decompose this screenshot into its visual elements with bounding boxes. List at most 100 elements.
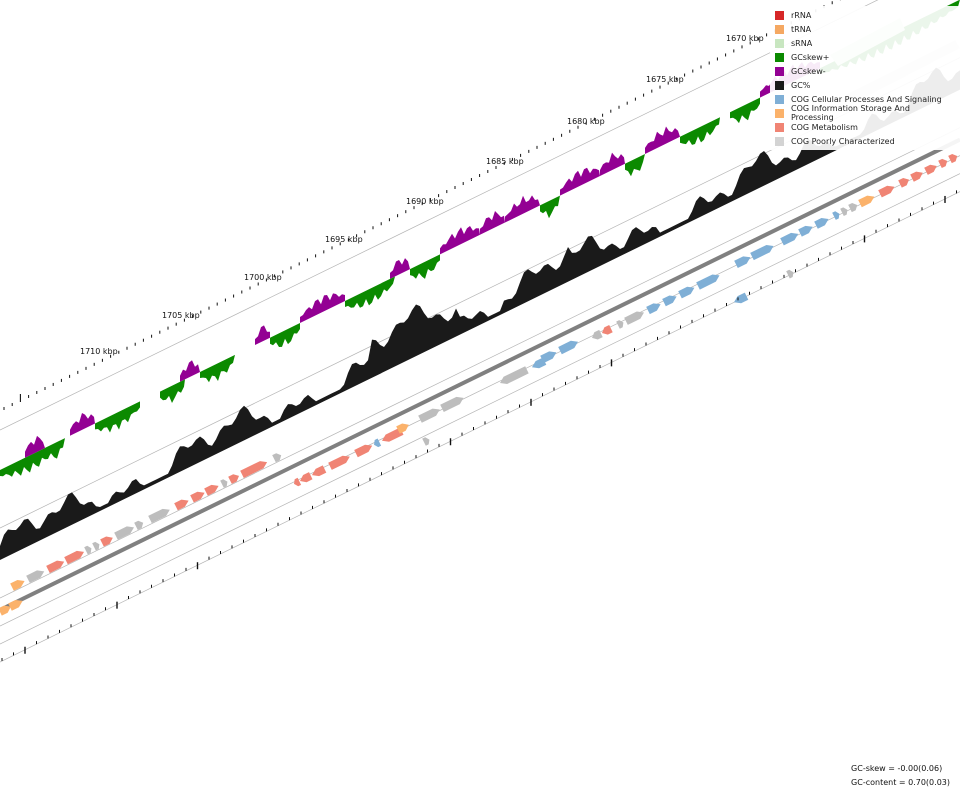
- gene-arrow: [92, 541, 100, 551]
- genome-stats: GC-skew = -0.00(0.06) GC-content = 0.70(…: [851, 762, 950, 790]
- gene-arrow: [294, 477, 302, 487]
- gene-arrow: [396, 423, 409, 434]
- legend-item-srna: sRNA: [772, 36, 954, 50]
- axis-label-1680: 1680 kbp: [567, 117, 605, 126]
- gc-content-area: [0, 67, 960, 560]
- axis-label-1690: 1690 kbp: [406, 197, 444, 206]
- guide-line: [0, 155, 960, 627]
- gc-skew-negative: [645, 126, 680, 154]
- gc-skew-stat: GC-skew = -0.00(0.06): [851, 764, 943, 773]
- gc-skew-negative: [300, 293, 345, 323]
- gene-arrow: [646, 303, 661, 315]
- gene-arrow: [624, 311, 644, 325]
- legend-item-gcskew-neg: GCskew-: [772, 64, 954, 78]
- legend-label: COG Metabolism: [791, 122, 858, 132]
- gene-arrow: [382, 427, 404, 442]
- gene-arrow: [848, 203, 858, 213]
- gc-skew-negative: [560, 167, 600, 196]
- gene-arrow: [696, 274, 720, 290]
- gene-arrow: [616, 320, 624, 329]
- axis-label-1705: 1705 kbp: [162, 311, 200, 320]
- gene-arrow: [814, 218, 829, 229]
- gene-arrow: [134, 520, 144, 530]
- legend-swatch: [775, 38, 784, 48]
- gene-arrow: [312, 465, 327, 477]
- gene-arrow: [328, 455, 350, 470]
- gene-arrow: [910, 171, 923, 182]
- legend-label: COG Information Storage And Processing: [791, 104, 910, 122]
- legend-swatch: [775, 136, 784, 146]
- gene-arrow: [948, 154, 958, 164]
- legend-label: GCskew-: [791, 66, 826, 76]
- outer-ruler: [3, 0, 841, 411]
- axis-label-1685: 1685 kbp: [486, 157, 524, 166]
- legend-label: GC%: [791, 80, 811, 90]
- legend-swatch: [775, 52, 784, 62]
- gene-arrow: [422, 437, 430, 446]
- gc-skew-positive: [410, 254, 440, 279]
- gene-arrow: [374, 438, 382, 448]
- gene-arrow: [204, 484, 219, 496]
- gc-skew-negative: [70, 413, 95, 436]
- gc-skew-negative: [505, 195, 540, 223]
- legend-swatch: [775, 94, 784, 104]
- legend: rRNA tRNA sRNA GCskew+ GCskew- GC% COG C…: [770, 6, 960, 150]
- guide-line: [0, 173, 960, 645]
- gene-arrow: [64, 550, 84, 565]
- gene-arrow: [240, 461, 268, 478]
- gene-arrow: [780, 232, 799, 246]
- gc-skew-positive: [680, 117, 720, 145]
- legend-item-gc-percent: GC%: [772, 78, 954, 92]
- gene-arrow: [798, 225, 813, 237]
- gene-arrow: [26, 570, 45, 583]
- gene-arrow: [898, 178, 909, 188]
- legend-item-cog-poorly: COG Poorly Characterized: [772, 134, 954, 148]
- gene-arrow: [418, 408, 440, 423]
- gene-arrow: [8, 600, 23, 611]
- gc-skew-negative: [255, 325, 270, 346]
- gc-content-stat: GC-content = 0.70(0.03): [851, 778, 950, 787]
- gc-skew-positive: [200, 354, 235, 383]
- legend-label: tRNA: [791, 24, 812, 34]
- legend-swatch: [775, 80, 784, 90]
- gene-arrow: [190, 491, 205, 503]
- gc-skew-positive: [160, 379, 185, 403]
- legend-swatch: [775, 10, 784, 20]
- legend-item-cog-metabolism: COG Metabolism: [772, 120, 954, 134]
- gc-skew-positive: [540, 195, 560, 219]
- legend-label: sRNA: [791, 38, 813, 48]
- track-guide-lines: [0, 0, 960, 663]
- gc-skew-negative: [600, 152, 625, 176]
- gene-arrow: [840, 207, 848, 216]
- gene-arrow: [10, 580, 25, 591]
- legend-label: COG Cellular Processes And Signaling: [791, 94, 942, 104]
- gene-arrow: [858, 195, 875, 208]
- gc-skew-negative: [390, 258, 410, 279]
- backbone-line: [0, 137, 960, 612]
- legend-label: rRNA: [791, 10, 812, 20]
- gene-arrow: [272, 453, 282, 463]
- gene-arrow: [354, 444, 373, 458]
- axis-label-1695: 1695 kbp: [325, 235, 363, 244]
- guide-line: [0, 191, 960, 663]
- axis-label-1700: 1700 kbp: [244, 273, 282, 282]
- gene-arrow: [100, 536, 113, 547]
- gene-arrow: [558, 340, 578, 355]
- gene-arrow: [832, 211, 840, 220]
- gene-arrow: [734, 292, 749, 304]
- gene-arrow: [220, 479, 228, 488]
- gc-skew-negative: [480, 211, 505, 235]
- gene-arrow: [84, 545, 92, 555]
- gene-arrow: [440, 396, 464, 412]
- gene-arrow: [228, 474, 239, 484]
- axis-labels: 1670 kbp 1675 kbp 1680 kbp 1685 kbp 1690…: [80, 34, 764, 356]
- legend-label: GCskew+: [791, 52, 830, 62]
- legend-swatch: [775, 108, 784, 118]
- gc-skew-positive: [45, 438, 65, 459]
- gc-skew-negative: [25, 435, 45, 458]
- gc-skew-positive: [95, 401, 140, 433]
- gene-arrow: [924, 164, 937, 175]
- gc-skew-negative: [440, 226, 480, 255]
- legend-swatch: [775, 24, 784, 34]
- gene-arrow: [300, 472, 313, 483]
